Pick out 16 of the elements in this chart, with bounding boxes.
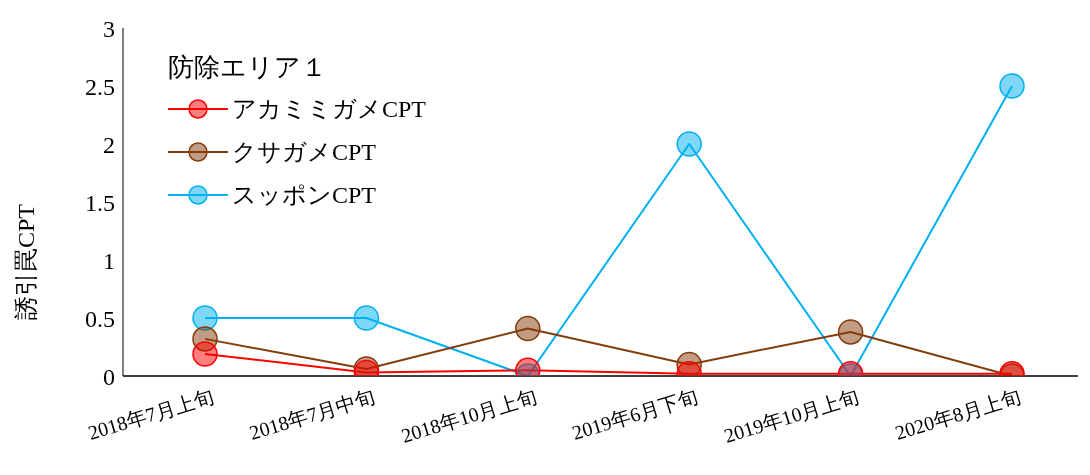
x-tick-label: 2020年8月上旬 bbox=[892, 384, 1024, 444]
x-tick-label: 2019年10月上旬 bbox=[721, 384, 862, 447]
y-tick-label: 2 bbox=[103, 131, 115, 158]
legend-label: クサガメCPT bbox=[232, 137, 377, 167]
x-tick-label: 2018年10月上旬 bbox=[398, 384, 539, 447]
legend-title: 防除エリア１ bbox=[168, 52, 328, 84]
legend-label: スッポンCPT bbox=[232, 180, 377, 210]
x-tick-label: 2019年6月下旬 bbox=[569, 384, 701, 444]
y-tick-label: 1.5 bbox=[85, 189, 115, 216]
x-tick-label: 2018年7月中旬 bbox=[246, 384, 378, 444]
y-tick-label: 3 bbox=[103, 15, 115, 42]
y-tick-label: 2.5 bbox=[85, 73, 115, 100]
legend-label: アカミミガメCPT bbox=[232, 94, 427, 124]
y-axis-title: 誘引罠CPT bbox=[12, 203, 39, 321]
y-tick-label: 1 bbox=[103, 247, 115, 274]
y-tick-label: 0.5 bbox=[85, 305, 115, 332]
